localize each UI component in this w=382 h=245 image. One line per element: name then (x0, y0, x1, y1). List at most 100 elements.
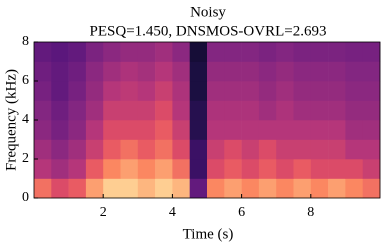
heatmap-cell (120, 159, 139, 179)
chart-title: Noisy (190, 4, 226, 20)
heatmap-cell (310, 139, 329, 160)
heatmap-cell (241, 178, 260, 199)
heatmap-cell (137, 61, 156, 82)
heatmap-cell (51, 42, 69, 62)
heatmap-cell (103, 139, 121, 160)
heatmap-cell (103, 178, 121, 199)
heatmap-cell (85, 139, 104, 160)
heatmap-cell (276, 120, 294, 140)
heatmap-cell (172, 61, 190, 82)
heatmap-cell (120, 178, 139, 199)
heatmap-cell (85, 61, 104, 82)
heatmap-cell (224, 100, 242, 121)
heatmap-cell (345, 61, 363, 82)
heatmap-cell (241, 120, 260, 140)
heatmap-cell (207, 61, 225, 82)
heatmap-cell (85, 159, 104, 179)
heatmap-cell (120, 42, 139, 62)
heatmap-cell (241, 42, 260, 62)
heatmap-cell (328, 139, 346, 160)
y-tick-label: 0 (22, 190, 29, 205)
heatmap-cell (189, 100, 208, 121)
heatmap-cell (172, 178, 190, 199)
heatmap-cell (224, 178, 242, 199)
heatmap-cell (224, 61, 242, 82)
heatmap-cell (224, 120, 242, 140)
heatmap-cell (345, 42, 363, 62)
heatmap-cell (345, 100, 363, 121)
heatmap-cell (137, 139, 156, 160)
heatmap-cell (345, 178, 363, 199)
heatmap-cell (258, 139, 277, 160)
heatmap-cell (155, 139, 173, 160)
heatmap-cell (276, 139, 294, 160)
heatmap-cell (189, 139, 208, 160)
heatmap-cell (137, 100, 156, 121)
heatmap-cell (120, 61, 139, 82)
heatmap-cell (51, 81, 69, 101)
chart-subtitle: PESQ=1.450, DNSMOS-OVRL=2.693 (90, 23, 327, 39)
x-tick-label: 4 (169, 205, 176, 220)
heatmap-cell (345, 120, 363, 140)
heatmap-cell (276, 159, 294, 179)
heatmap-cell (362, 120, 381, 140)
heatmap-cell (155, 100, 173, 121)
heatmap-cell (51, 61, 69, 82)
heatmap-cell (224, 139, 242, 160)
heatmap-cell (103, 81, 121, 101)
heatmap-cell (310, 81, 329, 101)
heatmap-cell (207, 139, 225, 160)
x-tick-label: 6 (238, 205, 245, 220)
heatmap-cell (51, 178, 69, 199)
heatmap-cell (137, 159, 156, 179)
heatmap-cell (293, 178, 312, 199)
heatmap-cell (258, 42, 277, 62)
heatmap-cell (120, 81, 139, 101)
heatmap-cell (172, 120, 190, 140)
heatmap-cell (51, 100, 69, 121)
heatmap-cell (224, 159, 242, 179)
heatmap-cell (310, 159, 329, 179)
heatmap-cell (68, 178, 87, 199)
heatmap-cell (68, 120, 87, 140)
y-tick-label: 2 (22, 151, 29, 166)
heatmap-cell (85, 42, 104, 62)
heatmap-cell (293, 42, 312, 62)
heatmap-cell (68, 139, 87, 160)
heatmap-cell (345, 159, 363, 179)
heatmap-cell (189, 81, 208, 101)
heatmap-cell (68, 81, 87, 101)
heatmap-cell (310, 178, 329, 199)
heatmap-cell (241, 81, 260, 101)
heatmap-cell (68, 159, 87, 179)
heatmap-cell (293, 120, 312, 140)
heatmap-cell (310, 61, 329, 82)
heatmap-cell (68, 42, 87, 62)
heatmap-cell (224, 42, 242, 62)
heatmap-cell (328, 42, 346, 62)
heatmap-cell (155, 120, 173, 140)
heatmap-cell (293, 100, 312, 121)
heatmap-cell (241, 139, 260, 160)
heatmap-cell (328, 120, 346, 140)
heatmap-cell (85, 120, 104, 140)
heatmap-cell (328, 81, 346, 101)
heatmap-cell (224, 81, 242, 101)
heatmap-cell (34, 120, 52, 140)
heatmap-cell (276, 81, 294, 101)
y-axis-label: Frequency (kHz) (3, 69, 19, 171)
heatmap-cell (103, 120, 121, 140)
heatmap-cell (172, 81, 190, 101)
heatmap-cell (276, 178, 294, 199)
heatmap-cell (328, 178, 346, 199)
heatmap-cell (241, 100, 260, 121)
heatmap-cell (207, 42, 225, 62)
heatmap-cell (362, 178, 381, 199)
heatmap-cell (34, 178, 52, 199)
heatmap-cell (34, 81, 52, 101)
heatmap-cell (34, 159, 52, 179)
heatmap-cell (120, 139, 139, 160)
heatmap-cell (310, 120, 329, 140)
heatmap-cell (258, 100, 277, 121)
x-axis-label: Time (s) (183, 226, 234, 242)
